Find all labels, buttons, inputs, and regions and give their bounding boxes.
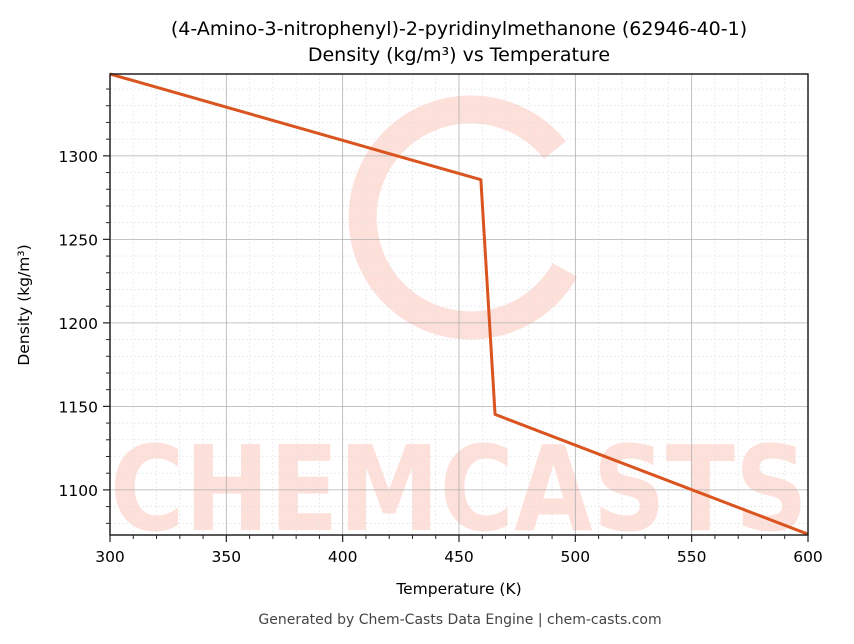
y-tick-label: 1150 [59,398,98,416]
axis-ticks: 300 350 400 450 500 550 600 1100 1150 1200 1250 130… [59,88,823,566]
x-tick-label: 400 [328,548,358,566]
y-tick-label: 1200 [59,315,98,333]
x-tick-label: 500 [561,548,591,566]
x-tick-label: 450 [444,548,474,566]
chart-title-line2: Density (kg/m³) vs Temperature [308,44,610,66]
x-tick-label: 350 [212,548,242,566]
footer-credit: Generated by Chem-Casts Data Engine | ch… [258,612,661,628]
y-tick-label: 1100 [59,482,98,500]
y-axis-label: Density (kg/m³) [15,244,33,365]
data-line [109,72,809,536]
y-tick-label: 1250 [59,231,98,249]
y-tick-label: 1300 [59,148,98,166]
grid [109,74,809,535]
x-tick-label: 300 [95,548,125,566]
chart-title-line1: (4-Amino-3-nitrophenyl)-2-pyridinylmetha… [171,18,747,40]
x-tick-label: 600 [793,548,823,566]
x-tick-label: 550 [677,548,707,566]
density-series [109,72,809,536]
x-axis-label: Temperature (K) [395,580,521,598]
